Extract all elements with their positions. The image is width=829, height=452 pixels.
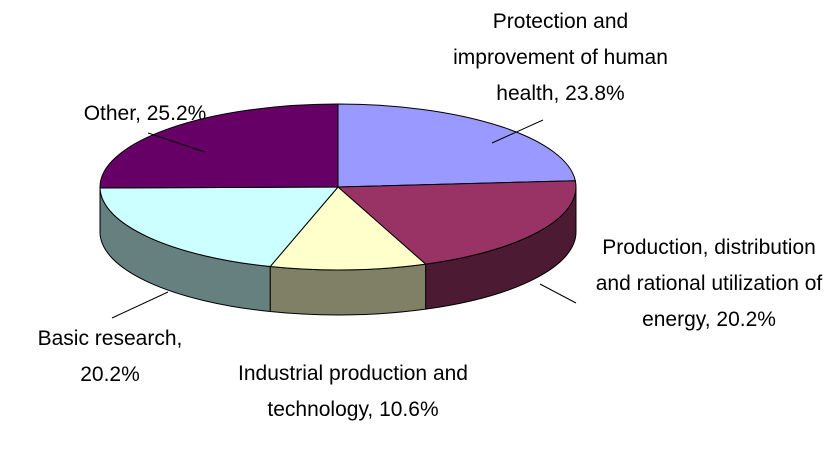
slice-name: Production, distribution and rational ut…	[595, 236, 823, 331]
label-separator: ,	[135, 102, 147, 125]
slice-name: Other	[83, 102, 136, 125]
label-separator: ,	[367, 398, 380, 421]
leader-line	[147, 132, 206, 153]
slice-side	[269, 263, 427, 316]
slice-value: 25.2%	[146, 102, 207, 125]
slice-label: Protection and improvement of human heal…	[448, 4, 673, 112]
label-separator: ,	[176, 327, 189, 350]
slice-value: 10.6%	[379, 398, 439, 421]
slice-label: Other, 25.2%	[45, 96, 245, 132]
leader-line	[491, 119, 544, 144]
label-separator: ,	[704, 308, 717, 331]
slice	[99, 186, 340, 268]
slice	[336, 180, 577, 265]
slice	[269, 186, 427, 271]
leader-line	[539, 283, 577, 304]
leader-line	[111, 291, 169, 319]
slice-label: Production, distribution and rational ut…	[590, 230, 828, 338]
slice-value: 20.2%	[716, 308, 776, 331]
label-separator: ,	[553, 82, 566, 105]
slice-value: 20.2%	[80, 363, 140, 386]
slice-name: Basic research	[37, 327, 177, 350]
slice	[99, 103, 339, 189]
slice-label: Industrial production and technology, 10…	[222, 356, 484, 428]
slice-name: Protection and improvement of human heal…	[453, 10, 668, 105]
slice-label: Basic research, 20.2%	[10, 321, 210, 393]
slice-value: 23.8%	[565, 82, 625, 105]
slice	[337, 103, 576, 188]
slice-name: Industrial production and technology	[238, 362, 468, 421]
